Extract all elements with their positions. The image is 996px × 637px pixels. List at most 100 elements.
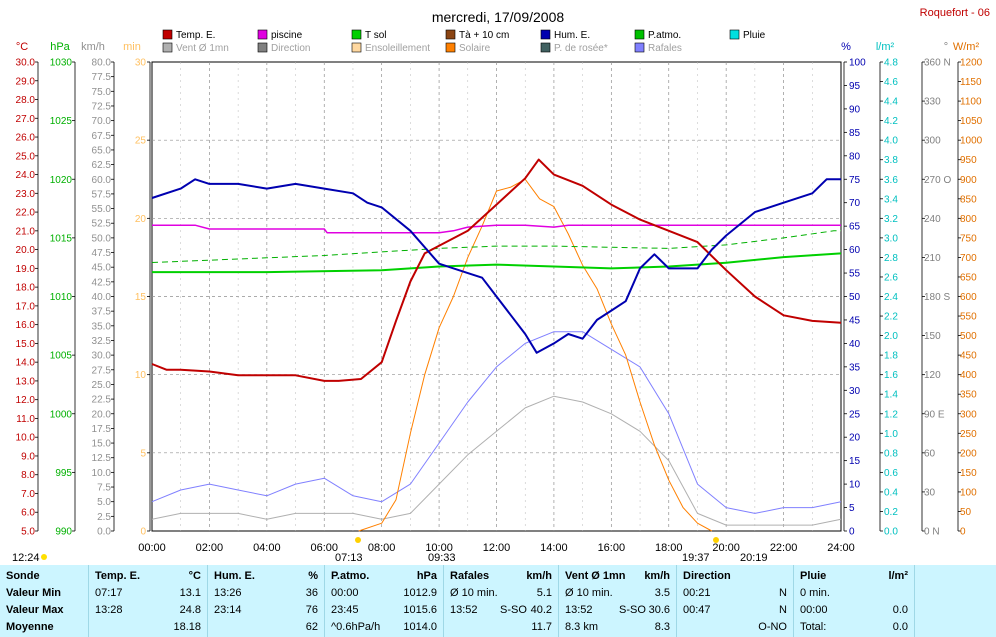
axis-label-dir: 360 N xyxy=(924,58,951,69)
marker-sun_max: 09:33 xyxy=(428,552,456,564)
axis-unit-sol: W/m² xyxy=(953,41,980,53)
axis-label-temp: 10.0 xyxy=(16,433,36,444)
series-temp-e- xyxy=(151,158,842,382)
axis-label-rain: 3.8 xyxy=(884,155,898,166)
legend-label: Direction xyxy=(271,43,310,54)
legend-swatch xyxy=(162,29,173,40)
axis-label-rain: 2.4 xyxy=(884,292,898,303)
axis-label-temp: 24.0 xyxy=(16,170,36,181)
x-tick: 22:00 xyxy=(770,542,798,554)
axis-label-wind: 80.0 xyxy=(92,58,112,69)
axis-label-sol: 500 xyxy=(960,331,977,342)
axis-unit-min: min xyxy=(123,41,141,53)
axis-label-min: 30 xyxy=(135,58,147,69)
axis-label-sol: 800 xyxy=(960,214,977,225)
legend-label: Hum. E. xyxy=(554,30,590,41)
axis-label-wind: 60.0 xyxy=(92,175,112,186)
legend-swatch xyxy=(257,42,268,53)
axis-label-rain: 2.2 xyxy=(884,312,898,323)
series-t-sol xyxy=(152,252,842,274)
axis-label-sol: 700 xyxy=(960,253,977,264)
axis-label-dir: 270 O xyxy=(924,175,951,186)
col-dir: Direction 00:21 N 00:47 N O-NO xyxy=(683,570,787,633)
axis-label-rain: 1.4 xyxy=(884,390,898,401)
axis-label-sol: 600 xyxy=(960,292,977,303)
axis-label-wind: 62.5 xyxy=(92,160,112,171)
axis-label-wind: 15.0 xyxy=(92,439,112,450)
weather-chart: mercredi, 17/09/2008 Roquefort - 06 Temp… xyxy=(12,7,990,564)
axis-label-sol: 900 xyxy=(960,175,977,186)
marker-moonset: 20:19 xyxy=(740,552,768,564)
axis-label-dir: 180 S xyxy=(924,292,950,303)
axis-label-hum: 55 xyxy=(849,269,861,280)
axis-label-rain: 3.6 xyxy=(884,175,898,186)
row-min: Valeur Min xyxy=(6,587,62,599)
axis-label-rain: 4.8 xyxy=(884,58,898,69)
axis-label-press: 1010 xyxy=(50,292,73,303)
summary-table: Sonde Valeur Min Valeur Max Moyenne Temp… xyxy=(0,565,996,637)
axes: °C 30.0 29.0 28.0 27.0 26.0 25.0 24.0 23.0 22.0 21… xyxy=(16,41,983,538)
axis-label-sol: 450 xyxy=(960,351,977,362)
axis-label-rain: 1.6 xyxy=(884,370,898,381)
x-tick: 20:00 xyxy=(712,542,740,554)
legend-swatch xyxy=(634,42,645,53)
marker-moonrise: 12:24 xyxy=(12,552,40,564)
axis-label-wind: 40.0 xyxy=(92,292,112,303)
axis-unit-rain: l/m² xyxy=(876,41,895,53)
axis-label-wind: 77.5 xyxy=(92,72,112,83)
legend-label: Pluie xyxy=(743,30,766,41)
axis-label-hum: 10 xyxy=(849,480,861,491)
legend-swatch xyxy=(445,29,456,40)
legend-label: T sol xyxy=(365,30,387,41)
axis-unit-dir: ° xyxy=(944,41,948,53)
col-press: P.atmo. hPa 00:00 1012.9 23:45 1015.6 ^0.6h… xyxy=(331,570,437,633)
axis-label-hum: 60 xyxy=(849,245,861,256)
x-tick: 00:00 xyxy=(138,542,166,554)
x-tick: 24:00 xyxy=(827,542,855,554)
axis-unit-temp: °C xyxy=(16,41,28,53)
axis-label-hum: 30 xyxy=(849,386,861,397)
axis-label-hum: 35 xyxy=(849,362,861,373)
axis-label-min: 5 xyxy=(140,448,146,459)
axis-label-dir: 30 xyxy=(924,487,936,498)
axis-label-dir: 330 xyxy=(924,97,941,108)
series-layer xyxy=(151,158,842,532)
axis-label-min: 10 xyxy=(135,370,147,381)
axis-label-wind: 32.5 xyxy=(92,336,112,347)
series-rafales xyxy=(151,331,842,514)
axis-label-hum: 80 xyxy=(849,151,861,162)
axis-label-sol: 950 xyxy=(960,155,977,166)
axis-label-rain: 4.4 xyxy=(884,97,898,108)
axis-label-min: 20 xyxy=(135,214,147,225)
axis-label-sol: 100 xyxy=(960,487,977,498)
axis-unit-wind: km/h xyxy=(81,41,105,53)
axis-label-sol: 750 xyxy=(960,233,977,244)
axis-label-rain: 0.2 xyxy=(884,507,898,518)
axis-label-temp: 20.0 xyxy=(16,245,36,256)
axis-label-dir: 240 xyxy=(924,214,941,225)
axis-label-sol: 400 xyxy=(960,370,977,381)
axis-label-wind: 75.0 xyxy=(92,87,112,98)
axis-label-sol: 150 xyxy=(960,468,977,479)
axis-label-press: 1020 xyxy=(50,175,73,186)
axis-label-wind: 17.5 xyxy=(92,424,112,435)
x-tick: 16:00 xyxy=(598,542,626,554)
axis-label-hum: 5 xyxy=(849,503,855,514)
legend-swatch xyxy=(540,29,551,40)
axis-label-hum: 25 xyxy=(849,409,861,420)
axis-label-wind: 30.0 xyxy=(92,351,112,362)
axis-label-sol: 850 xyxy=(960,194,977,205)
axis-label-dir: 210 xyxy=(924,253,941,264)
legend-label: P.atmo. xyxy=(648,30,681,41)
axis-label-wind: 12.5 xyxy=(92,453,112,464)
axis-unit-hum: % xyxy=(841,41,851,53)
axis-label-temp: 11.0 xyxy=(16,414,35,425)
axis-label-wind: 2.5 xyxy=(97,512,111,523)
legend-swatch xyxy=(257,29,268,40)
col-rows: Sonde Valeur Min Valeur Max Moyenne xyxy=(0,565,88,637)
axis-label-wind: 70.0 xyxy=(92,116,112,127)
legend: Temp. E. piscine T sol Tà + 10 cm Hum. E. P.a… xyxy=(162,29,766,54)
axis-label-wind: 22.5 xyxy=(92,395,112,406)
axis-label-hum: 20 xyxy=(849,433,861,444)
axis-label-sol: 250 xyxy=(960,429,977,440)
